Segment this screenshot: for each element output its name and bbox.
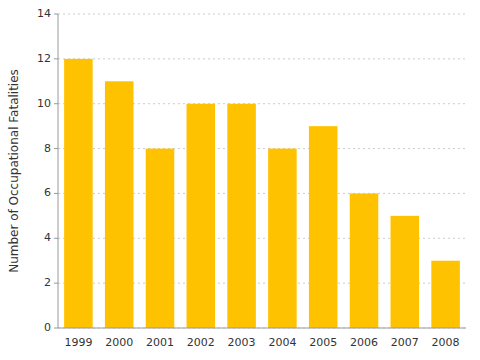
x-axis-line xyxy=(58,328,466,329)
x-axis: 1999 2000 2001 2002 2003 2004 2005 2006 2007 2008 xyxy=(64,336,459,349)
y-tick-label: 10 xyxy=(37,97,51,110)
x-tick-label: 2001 xyxy=(146,336,174,349)
x-tick-label: 2007 xyxy=(391,336,419,349)
y-tick xyxy=(54,14,58,15)
grid-line xyxy=(58,58,466,59)
y-tick xyxy=(54,148,58,149)
grid xyxy=(58,14,466,328)
y-axis-label: Number of Occupational Fatalities xyxy=(7,69,21,273)
y-tick-label: 14 xyxy=(37,7,51,20)
x-tick-label: 2003 xyxy=(228,336,256,349)
y-tick xyxy=(54,103,58,104)
y-tick-label: 2 xyxy=(44,276,51,289)
y-tick xyxy=(54,283,58,284)
x-tick-label: 1999 xyxy=(64,336,92,349)
bar xyxy=(105,81,134,328)
bar xyxy=(309,126,338,328)
bar xyxy=(431,261,460,328)
bar xyxy=(350,193,379,328)
x-tick-label: 2004 xyxy=(268,336,296,349)
y-axis: 0 2 4 6 8 10 12 14 xyxy=(37,7,58,334)
y-tick-label: 8 xyxy=(44,142,51,155)
y-tick-label: 4 xyxy=(44,231,51,244)
grid-line xyxy=(58,328,466,329)
y-tick xyxy=(54,193,58,194)
chart-container: 0 2 4 6 8 10 12 14 1999 2000 2001 2002 2003 2004 2005 2… xyxy=(0,0,480,360)
grid-line xyxy=(58,14,466,15)
y-tick-label: 12 xyxy=(37,52,51,65)
x-tick-label: 2006 xyxy=(350,336,378,349)
y-tick xyxy=(54,328,58,329)
y-axis-line xyxy=(58,14,59,328)
x-tick-label: 2008 xyxy=(432,336,460,349)
bar xyxy=(146,149,175,328)
y-tick xyxy=(54,58,58,59)
x-tick-label: 2002 xyxy=(187,336,215,349)
bar xyxy=(391,216,420,328)
y-tick-label: 6 xyxy=(44,186,51,199)
bar xyxy=(64,59,93,328)
x-tick-label: 2005 xyxy=(309,336,337,349)
bar xyxy=(187,104,216,328)
bars xyxy=(64,59,460,328)
chart-svg: 0 2 4 6 8 10 12 14 1999 2000 2001 2002 2003 2004 2005 2… xyxy=(0,0,480,360)
bar xyxy=(268,149,297,328)
y-tick-label: 0 xyxy=(44,321,51,334)
x-tick-label: 2000 xyxy=(105,336,133,349)
bar xyxy=(227,104,256,328)
y-tick xyxy=(54,238,58,239)
